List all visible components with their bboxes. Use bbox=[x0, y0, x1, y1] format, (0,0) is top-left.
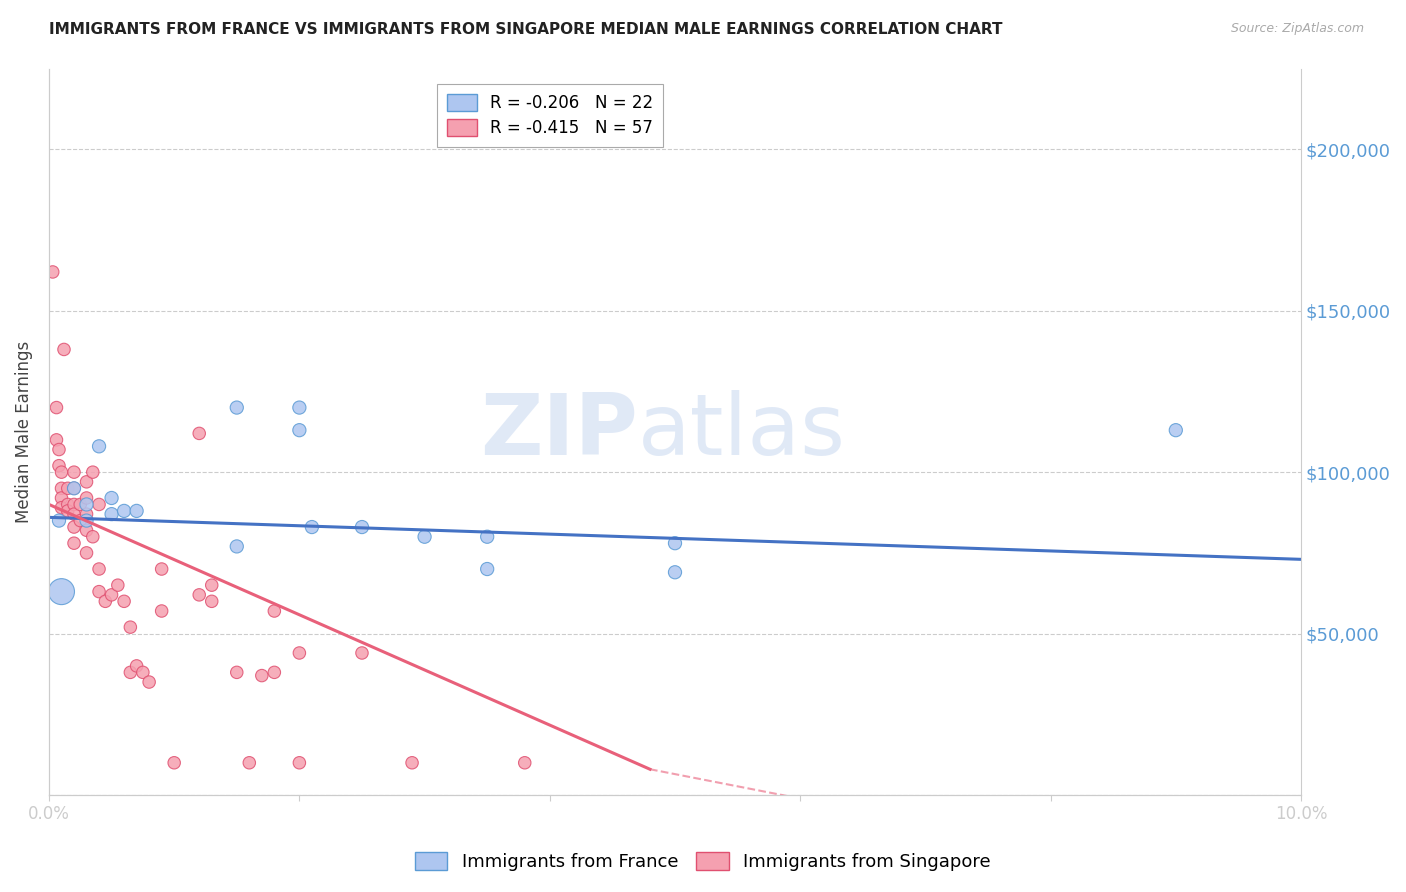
Point bbox=[132, 665, 155, 680]
Point bbox=[56, 481, 79, 495]
Point bbox=[42, 265, 65, 279]
Point bbox=[150, 604, 173, 618]
Point bbox=[201, 594, 224, 608]
Point bbox=[163, 756, 186, 770]
Point bbox=[401, 756, 423, 770]
Text: ZIP: ZIP bbox=[479, 391, 637, 474]
Point bbox=[56, 498, 79, 512]
Point bbox=[87, 439, 110, 453]
Point bbox=[350, 520, 373, 534]
Point bbox=[413, 530, 436, 544]
Point bbox=[76, 507, 98, 521]
Point bbox=[76, 475, 98, 489]
Point bbox=[664, 536, 686, 550]
Point bbox=[288, 401, 311, 415]
Point bbox=[250, 668, 273, 682]
Point bbox=[263, 665, 285, 680]
Point bbox=[48, 514, 70, 528]
Point bbox=[120, 620, 142, 634]
Text: atlas: atlas bbox=[637, 391, 845, 474]
Legend: R = -0.206   N = 22, R = -0.415   N = 57: R = -0.206 N = 22, R = -0.415 N = 57 bbox=[436, 84, 664, 147]
Point bbox=[87, 498, 110, 512]
Point bbox=[664, 566, 686, 580]
Point bbox=[56, 504, 79, 518]
Point bbox=[1164, 423, 1187, 437]
Point bbox=[477, 530, 499, 544]
Text: IMMIGRANTS FROM FRANCE VS IMMIGRANTS FROM SINGAPORE MEDIAN MALE EARNINGS CORRELA: IMMIGRANTS FROM FRANCE VS IMMIGRANTS FRO… bbox=[49, 22, 1002, 37]
Point bbox=[112, 504, 135, 518]
Point bbox=[63, 507, 86, 521]
Point bbox=[63, 536, 86, 550]
Point bbox=[100, 588, 122, 602]
Point bbox=[477, 562, 499, 576]
Point bbox=[53, 343, 76, 357]
Point bbox=[100, 507, 122, 521]
Point bbox=[76, 523, 98, 537]
Point bbox=[225, 401, 247, 415]
Point bbox=[51, 584, 73, 599]
Point bbox=[48, 442, 70, 457]
Point bbox=[76, 491, 98, 505]
Point bbox=[76, 514, 98, 528]
Point bbox=[82, 530, 104, 544]
Point bbox=[238, 756, 260, 770]
Point bbox=[107, 578, 129, 592]
Point bbox=[76, 546, 98, 560]
Point bbox=[69, 514, 91, 528]
Y-axis label: Median Male Earnings: Median Male Earnings bbox=[15, 341, 32, 523]
Point bbox=[188, 588, 211, 602]
Point bbox=[51, 481, 73, 495]
Point bbox=[288, 423, 311, 437]
Point bbox=[82, 465, 104, 479]
Point bbox=[63, 481, 86, 495]
Text: Source: ZipAtlas.com: Source: ZipAtlas.com bbox=[1230, 22, 1364, 36]
Point bbox=[301, 520, 323, 534]
Point bbox=[45, 433, 67, 447]
Point bbox=[69, 498, 91, 512]
Point bbox=[350, 646, 373, 660]
Point bbox=[188, 426, 211, 441]
Point bbox=[48, 458, 70, 473]
Point bbox=[51, 491, 73, 505]
Legend: Immigrants from France, Immigrants from Singapore: Immigrants from France, Immigrants from … bbox=[408, 845, 998, 879]
Point bbox=[288, 646, 311, 660]
Point bbox=[112, 594, 135, 608]
Point bbox=[225, 540, 247, 554]
Point bbox=[288, 756, 311, 770]
Point bbox=[150, 562, 173, 576]
Point bbox=[87, 584, 110, 599]
Point bbox=[76, 498, 98, 512]
Point bbox=[87, 562, 110, 576]
Point bbox=[63, 481, 86, 495]
Point bbox=[63, 520, 86, 534]
Point bbox=[125, 504, 148, 518]
Point bbox=[100, 491, 122, 505]
Point bbox=[120, 665, 142, 680]
Point bbox=[94, 594, 117, 608]
Point bbox=[51, 500, 73, 515]
Point bbox=[51, 465, 73, 479]
Point bbox=[45, 401, 67, 415]
Point bbox=[125, 659, 148, 673]
Point bbox=[225, 665, 247, 680]
Point bbox=[138, 675, 160, 690]
Point bbox=[63, 465, 86, 479]
Point bbox=[263, 604, 285, 618]
Point bbox=[63, 498, 86, 512]
Point bbox=[513, 756, 536, 770]
Point bbox=[201, 578, 224, 592]
